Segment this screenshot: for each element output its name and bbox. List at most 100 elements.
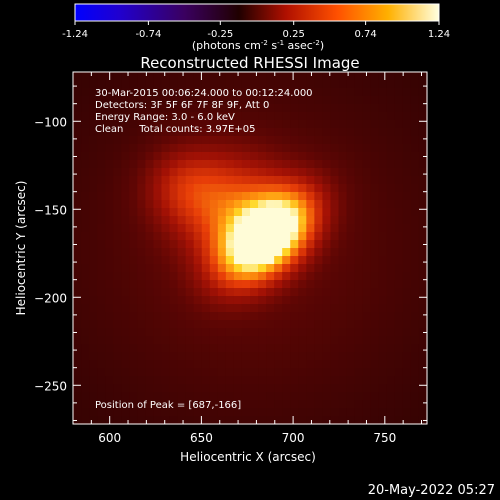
heatmap-cell <box>386 112 396 121</box>
heatmap-cell <box>81 280 90 289</box>
heatmap-cell <box>185 392 195 401</box>
heatmap-cell <box>225 400 235 409</box>
heatmap-cell <box>338 336 348 345</box>
heatmap-cell <box>137 160 147 169</box>
heatmap-cell <box>185 408 195 417</box>
heatmap-cell <box>217 256 227 265</box>
heatmap-cell <box>258 224 267 233</box>
heatmap-cell <box>145 272 155 281</box>
heatmap-cell <box>274 144 283 153</box>
heatmap-cell <box>354 72 364 81</box>
heatmap-cell <box>394 72 404 81</box>
heatmap-cell <box>73 80 82 89</box>
heatmap-cell <box>121 256 130 265</box>
heatmap-cell <box>177 360 187 369</box>
heatmap-cell <box>121 376 130 385</box>
heatmap-cell <box>177 144 187 153</box>
heatmap-cell <box>370 80 380 89</box>
heatmap-cell <box>314 128 324 137</box>
heatmap-cell <box>346 320 356 329</box>
heatmap-cell <box>209 184 219 193</box>
heatmap-cell <box>145 304 155 313</box>
heatmap-cell <box>233 320 243 329</box>
heatmap-cell <box>105 400 114 409</box>
heatmap-cell <box>298 184 307 193</box>
heatmap-cell <box>233 312 243 321</box>
heatmap-cell <box>362 152 372 161</box>
heatmap-cell <box>233 160 243 169</box>
heatmap-cell <box>338 256 348 265</box>
heatmap-cell <box>370 280 380 289</box>
heatmap-cell <box>282 168 291 177</box>
heatmap-cell <box>290 120 299 129</box>
heatmap-cell <box>161 272 171 281</box>
heatmap-cell <box>217 232 227 241</box>
heatmap-cell <box>362 120 372 129</box>
heatmap-cell <box>402 368 412 377</box>
heatmap-cell <box>386 344 396 353</box>
heatmap-cell <box>241 192 251 201</box>
heatmap-cell <box>338 104 348 113</box>
heatmap-cell <box>185 112 195 121</box>
heatmap-cell <box>290 264 299 273</box>
heatmap-cell <box>225 384 235 393</box>
heatmap-cell <box>410 168 420 177</box>
heatmap-cell <box>274 408 283 417</box>
heatmap-cell <box>354 264 364 273</box>
heatmap-cell <box>314 136 324 145</box>
heatmap-cell <box>378 400 388 409</box>
heatmap-cell <box>410 208 420 217</box>
heatmap-cell <box>282 264 291 273</box>
heatmap-cell <box>105 384 114 393</box>
heatmap-cell <box>217 416 227 425</box>
heatmap-cell <box>330 328 340 337</box>
heatmap-cell <box>306 416 315 425</box>
heatmap-cell <box>81 320 90 329</box>
heatmap-cell <box>266 256 275 265</box>
heatmap-cell <box>274 288 283 297</box>
heatmap-cell <box>346 200 356 209</box>
heatmap-cell <box>121 144 130 153</box>
heatmap-cell <box>394 320 404 329</box>
heatmap-cell <box>113 392 122 401</box>
heatmap-cell <box>113 224 122 233</box>
heatmap-cell <box>81 240 90 249</box>
heatmap-cell <box>402 144 412 153</box>
heatmap-cell <box>250 152 259 161</box>
heatmap-cell <box>354 304 364 313</box>
heatmap-cell <box>201 264 211 273</box>
heatmap-cell <box>177 136 187 145</box>
heatmap-cell <box>346 136 356 145</box>
y-tick-label: −250 <box>34 379 67 393</box>
heatmap-cell <box>201 200 211 209</box>
heatmap-cell <box>282 192 291 201</box>
heatmap-cell <box>322 280 332 289</box>
heatmap-cell <box>338 352 348 361</box>
heatmap-cell <box>298 120 307 129</box>
heatmap-cell <box>241 312 251 321</box>
heatmap-cell <box>225 368 235 377</box>
heatmap-cell <box>201 96 211 105</box>
heatmap-cell <box>129 168 138 177</box>
heatmap-cell <box>298 376 307 385</box>
heatmap-cell <box>89 216 98 225</box>
heatmap-cell <box>378 336 388 345</box>
heatmap-cell <box>153 240 163 249</box>
heatmap-cell <box>346 224 356 233</box>
heatmap-cell <box>169 352 179 361</box>
heatmap-cell <box>81 152 90 161</box>
heatmap-cell <box>330 288 340 297</box>
heatmap-cell <box>105 256 114 265</box>
heatmap-cell <box>161 80 171 89</box>
heatmap-cell <box>346 352 356 361</box>
x-tick-label: 600 <box>98 431 121 445</box>
heatmap-cell <box>370 416 380 425</box>
heatmap-cell <box>394 256 404 265</box>
heatmap-cell <box>185 376 195 385</box>
heatmap-cell <box>410 392 420 401</box>
heatmap-cell <box>153 376 163 385</box>
heatmap-cell <box>314 200 324 209</box>
heatmap-cell <box>274 304 283 313</box>
heatmap-cell <box>394 216 404 225</box>
heatmap-cell <box>378 344 388 353</box>
